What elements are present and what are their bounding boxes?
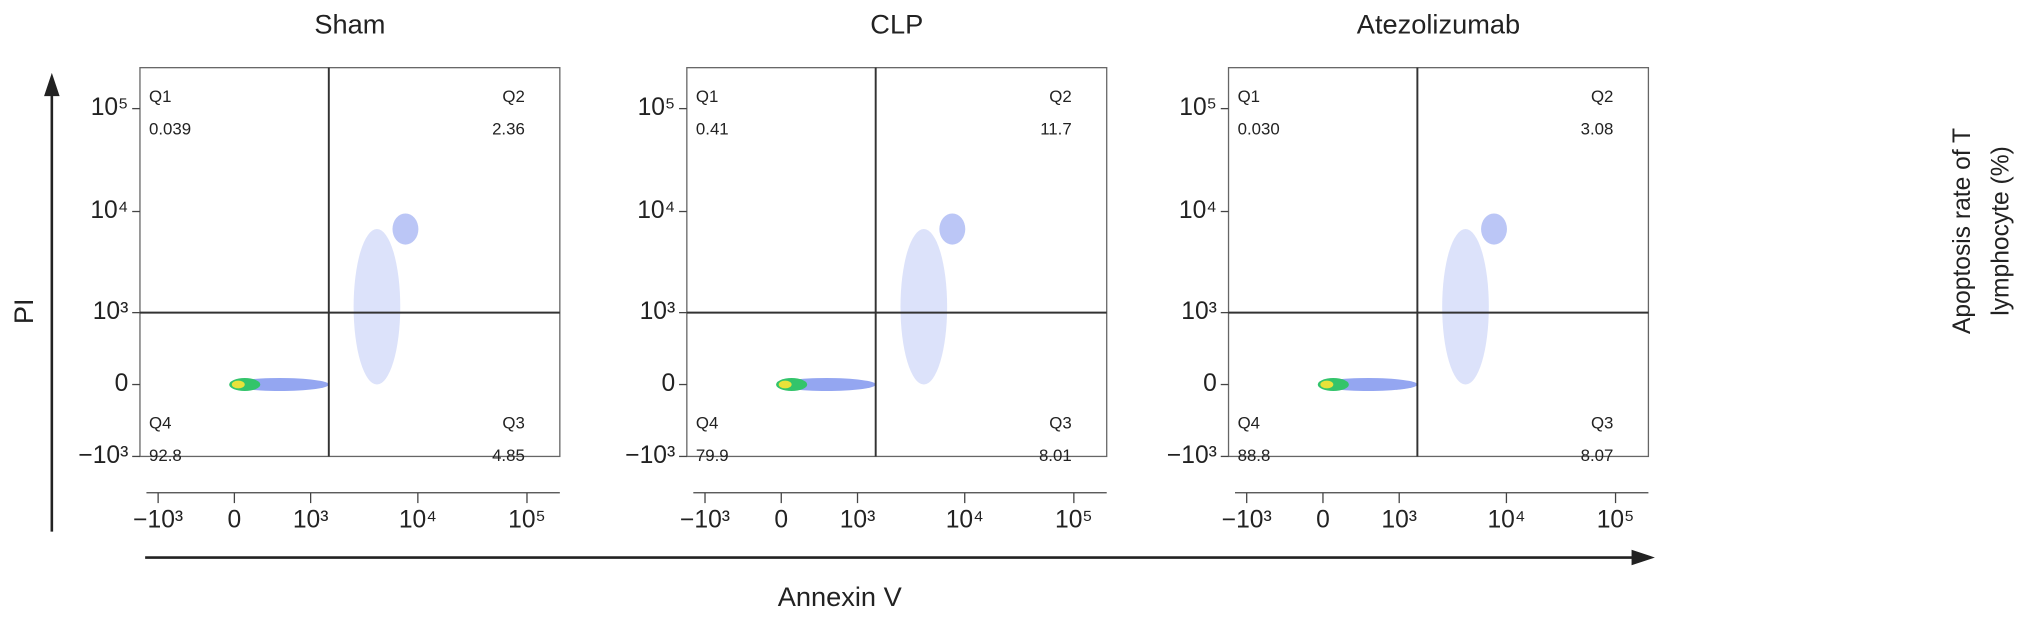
- quadrant-value: 0.030: [1238, 119, 1280, 138]
- pi-arrowhead: [44, 72, 60, 97]
- quadrant-name: Q1: [1238, 87, 1260, 106]
- event-cloud: [900, 229, 948, 385]
- quadrant-value: 79.9: [696, 446, 729, 465]
- quadrant-value: 8.01: [1039, 446, 1072, 465]
- y-tick-label: 10³: [93, 298, 129, 325]
- x-tick-label: −10³: [133, 507, 183, 534]
- y-tick-label: 10⁵: [91, 94, 129, 121]
- quadrant-value: 0.41: [696, 119, 729, 138]
- x-tick-label: 10⁴: [399, 507, 437, 534]
- x-axis-title: Annexin V: [778, 581, 903, 612]
- y-tick-label: 0: [1203, 370, 1217, 397]
- quadrant-value: 2.36: [492, 119, 525, 138]
- plot-title: CLP: [870, 8, 923, 39]
- quadrant-name: Q1: [696, 87, 718, 106]
- event-cloud: [231, 380, 245, 389]
- y-tick-label: 10⁵: [1179, 94, 1217, 121]
- quadrant-name: Q2: [1591, 87, 1613, 106]
- y-tick-label: 0: [661, 370, 675, 397]
- quadrant-name: Q4: [149, 413, 171, 432]
- x-tick-label: 0: [228, 507, 242, 534]
- x-tick-label: 0: [774, 507, 788, 534]
- event-cloud: [939, 213, 966, 245]
- event-cloud: [1481, 213, 1507, 245]
- y-tick-label: −10³: [625, 442, 675, 469]
- event-cloud: [353, 229, 401, 385]
- y-tick-label: 10³: [1181, 298, 1217, 325]
- quadrant-name: Q4: [1238, 413, 1260, 432]
- quadrant-name: Q2: [502, 87, 524, 106]
- quadrant-value: 8.07: [1581, 446, 1614, 465]
- y-axis-title: PI: [8, 298, 39, 324]
- quadrant-value: 11.7: [1040, 119, 1072, 138]
- x-tick-label: 0: [1316, 507, 1330, 534]
- x-tick-label: 10⁵: [508, 507, 546, 534]
- event-cloud: [1442, 229, 1489, 385]
- y-axis-title: Apoptosis rate of T: [1949, 128, 1976, 334]
- y-tick-label: 0: [115, 370, 129, 397]
- event-cloud: [1320, 380, 1334, 389]
- plot-title: Sham: [314, 8, 385, 39]
- quadrant-value: 88.8: [1238, 446, 1271, 465]
- y-tick-label: 10⁴: [1179, 197, 1217, 224]
- event-cloud: [778, 380, 792, 389]
- x-tick-label: 10⁵: [1055, 507, 1093, 534]
- x-tick-label: 10³: [1381, 507, 1417, 534]
- x-tick-label: 10³: [293, 507, 329, 534]
- plot-frame: [139, 67, 561, 458]
- x-tick-label: −10³: [1222, 507, 1272, 534]
- x-tick-label: −10³: [680, 507, 730, 534]
- event-cloud: [392, 213, 419, 245]
- quadrant-name: Q3: [502, 413, 524, 432]
- quadrant-name: Q1: [149, 87, 171, 106]
- quadrant-name: Q3: [1049, 413, 1071, 432]
- quadrant-value: 92.8: [149, 446, 182, 465]
- y-tick-label: −10³: [78, 442, 128, 469]
- plot-frame: [686, 67, 1108, 458]
- quadrant-name: Q2: [1049, 87, 1071, 106]
- x-tick-label: 10⁴: [946, 507, 984, 534]
- quadrant-value: 0.039: [149, 119, 191, 138]
- y-tick-label: 10⁵: [638, 94, 676, 121]
- x-tick-label: 10⁵: [1597, 507, 1635, 534]
- y-tick-label: 10⁴: [90, 197, 128, 224]
- y-tick-label: 10³: [640, 298, 676, 325]
- quadrant-name: Q3: [1591, 413, 1613, 432]
- x-tick-label: 10³: [840, 507, 876, 534]
- plot-title: Atezolizumab: [1357, 8, 1520, 39]
- quadrant-name: Q4: [696, 413, 718, 432]
- quadrant-value: 3.08: [1581, 119, 1614, 138]
- y-axis-title: lymphocyte (%): [1988, 146, 2015, 316]
- plot-frame: [1227, 67, 1650, 458]
- y-tick-label: −10³: [1167, 442, 1217, 469]
- annexin-arrowhead: [1631, 549, 1655, 566]
- y-tick-label: 10⁴: [637, 197, 675, 224]
- quadrant-value: 4.85: [492, 446, 525, 465]
- x-tick-label: 10⁴: [1487, 507, 1525, 534]
